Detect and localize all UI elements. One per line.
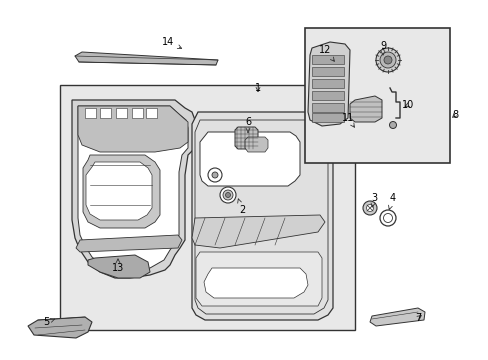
Text: 8: 8 bbox=[451, 110, 457, 120]
Text: 11: 11 bbox=[341, 113, 354, 127]
Bar bbox=[60, 85, 354, 330]
Text: 3: 3 bbox=[370, 193, 376, 207]
Text: 4: 4 bbox=[388, 193, 395, 210]
Polygon shape bbox=[307, 42, 349, 126]
Polygon shape bbox=[85, 108, 96, 118]
Circle shape bbox=[225, 193, 230, 198]
Circle shape bbox=[223, 190, 232, 200]
Polygon shape bbox=[132, 108, 142, 118]
Polygon shape bbox=[86, 162, 152, 220]
Polygon shape bbox=[196, 252, 321, 306]
Bar bbox=[305, 28, 449, 163]
Polygon shape bbox=[203, 268, 307, 298]
Text: 9: 9 bbox=[379, 41, 385, 55]
Circle shape bbox=[389, 122, 396, 129]
Polygon shape bbox=[192, 215, 325, 248]
Polygon shape bbox=[116, 108, 127, 118]
Polygon shape bbox=[349, 96, 381, 122]
Text: 13: 13 bbox=[112, 259, 124, 273]
Polygon shape bbox=[311, 103, 343, 112]
Polygon shape bbox=[311, 113, 343, 122]
Polygon shape bbox=[311, 67, 343, 76]
Circle shape bbox=[366, 204, 373, 212]
Polygon shape bbox=[369, 308, 424, 326]
Polygon shape bbox=[244, 137, 267, 152]
Polygon shape bbox=[146, 108, 157, 118]
Circle shape bbox=[375, 48, 399, 72]
Polygon shape bbox=[83, 155, 160, 228]
Polygon shape bbox=[311, 55, 343, 64]
Polygon shape bbox=[78, 106, 187, 271]
Text: 12: 12 bbox=[318, 45, 334, 61]
Polygon shape bbox=[88, 255, 150, 278]
Polygon shape bbox=[72, 100, 195, 278]
Polygon shape bbox=[76, 235, 182, 252]
Text: 2: 2 bbox=[237, 199, 244, 215]
Circle shape bbox=[207, 168, 222, 182]
Text: 7: 7 bbox=[414, 313, 420, 323]
Polygon shape bbox=[311, 91, 343, 100]
Polygon shape bbox=[200, 132, 299, 186]
Polygon shape bbox=[311, 79, 343, 88]
Polygon shape bbox=[75, 52, 218, 65]
Circle shape bbox=[379, 52, 395, 68]
Circle shape bbox=[212, 172, 218, 178]
Polygon shape bbox=[28, 317, 92, 338]
Text: 10: 10 bbox=[401, 100, 413, 110]
Text: 14: 14 bbox=[162, 37, 181, 49]
Text: 1: 1 bbox=[254, 83, 261, 93]
Polygon shape bbox=[192, 112, 332, 320]
Polygon shape bbox=[100, 108, 111, 118]
Circle shape bbox=[362, 201, 376, 215]
Text: 6: 6 bbox=[244, 117, 250, 132]
Circle shape bbox=[383, 56, 391, 64]
Text: 5: 5 bbox=[43, 317, 55, 327]
Polygon shape bbox=[235, 127, 258, 149]
Polygon shape bbox=[78, 106, 187, 152]
Circle shape bbox=[220, 187, 236, 203]
